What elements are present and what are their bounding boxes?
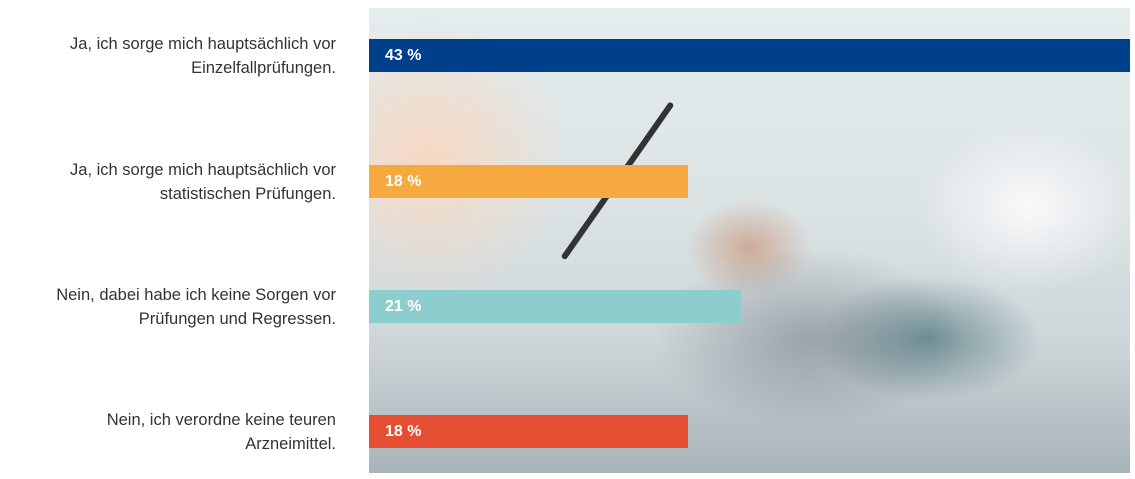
- value-label: 18 %: [385, 423, 422, 440]
- background-photo: [369, 8, 1130, 473]
- bar: 21 %: [369, 290, 741, 323]
- category-label: Nein, dabei habe ich keine Sorgen vor Prü…: [0, 283, 336, 331]
- category-label-line: Ja, ich sorge mich hauptsächlich vor: [70, 161, 336, 179]
- category-label-line: Einzelfallprüfungen.: [191, 59, 336, 77]
- bar: 18 %: [369, 415, 688, 448]
- value-label: 18 %: [385, 173, 422, 190]
- value-label: 43 %: [385, 47, 422, 64]
- bar: 43 %: [369, 39, 1130, 72]
- category-label: Ja, ich sorge mich hauptsächlich vor Einz…: [0, 32, 336, 80]
- category-label-line: Nein, ich verordne keine teuren: [106, 411, 336, 429]
- category-label-line: Prüfungen und Regressen.: [138, 310, 336, 328]
- category-label: Nein, ich verordne keine teuren Arzneimit…: [0, 408, 336, 456]
- value-label: 21 %: [385, 298, 422, 315]
- category-label: Ja, ich sorge mich hauptsächlich vor stat…: [0, 158, 336, 206]
- category-label-line: Arzneimittel.: [245, 435, 336, 453]
- bar: 18 %: [369, 165, 688, 198]
- category-label-line: Nein, dabei habe ich keine Sorgen vor: [56, 286, 336, 304]
- category-label-line: Ja, ich sorge mich hauptsächlich vor: [70, 35, 336, 53]
- category-label-line: statistischen Prüfungen.: [159, 185, 336, 203]
